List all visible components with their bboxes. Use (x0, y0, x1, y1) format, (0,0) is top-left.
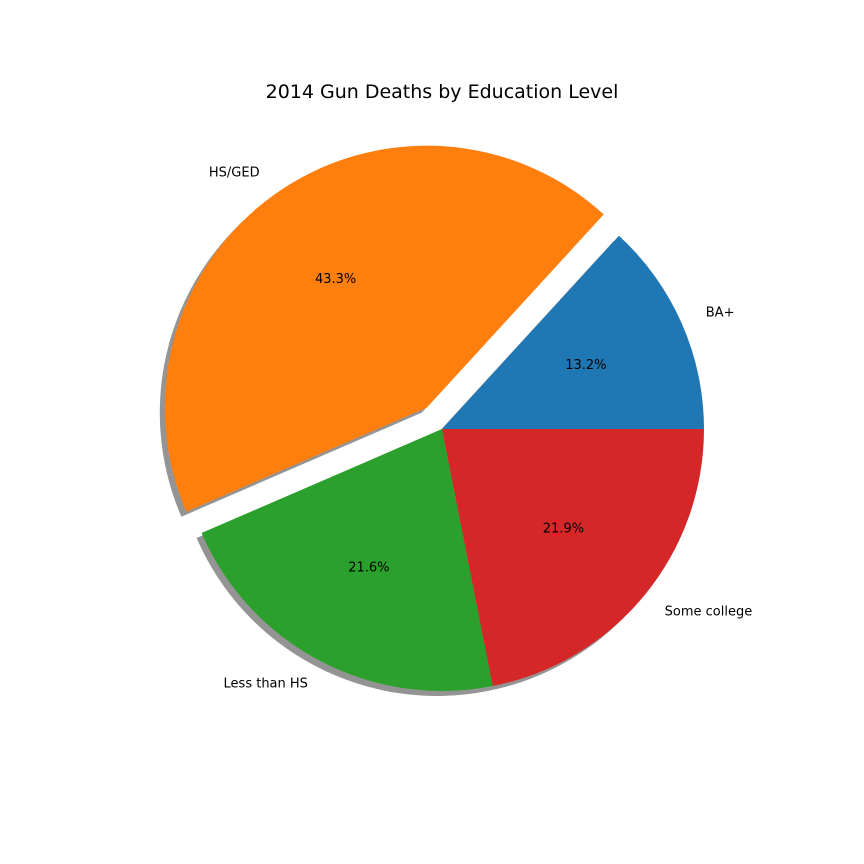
slice-percent-some-college: 21.9% (543, 521, 584, 536)
slice-label-less-than-hs: Less than HS (224, 677, 308, 692)
slice-label-some-college: Some college (665, 605, 753, 620)
pie-slice-some-college (442, 429, 704, 687)
slice-percent-hs-ged: 43.3% (315, 272, 356, 287)
slice-label-hs-ged: HS/GED (209, 165, 260, 180)
slice-label-ba: BA+ (706, 305, 735, 320)
pie-slice-less-than-hs (201, 429, 493, 691)
label-layer: BA+ 13.2% HS/GED 43.3% Less than HS 21.6% Some… (209, 165, 752, 691)
pie-slice-hs-ged (164, 145, 604, 512)
slice-layer (164, 145, 704, 691)
pie-slice-ba (442, 235, 704, 429)
slice-percent-ba: 13.2% (565, 358, 606, 373)
chart-title: 2014 Gun Deaths by Education Level (266, 81, 619, 103)
slice-percent-less-than-hs: 21.6% (348, 561, 389, 576)
